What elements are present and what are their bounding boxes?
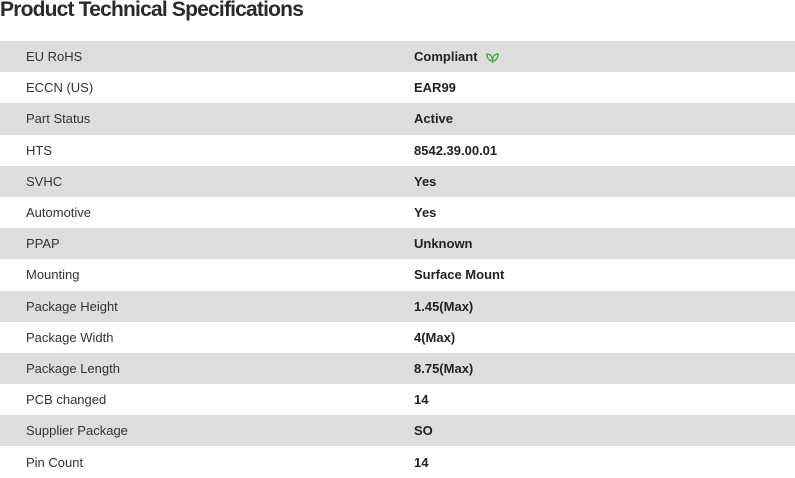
spec-label: Automotive xyxy=(26,205,92,221)
spec-value-text: 14 xyxy=(414,392,429,408)
spec-row: Supplier Package SO xyxy=(0,415,795,447)
spec-value-text: 1.45(Max) xyxy=(414,298,474,314)
spec-value-text: Active xyxy=(414,111,454,127)
spec-row: Package Width 4(Max) xyxy=(0,322,795,353)
spec-value-text: Compliant xyxy=(414,49,478,65)
spec-value: 8.75(Max) xyxy=(414,361,473,376)
spec-label: Package Length xyxy=(26,360,120,376)
spec-label: PPAP xyxy=(26,236,60,252)
spec-value-text: 8.75(Max) xyxy=(414,360,474,376)
spec-row: EU RoHS Compliant xyxy=(0,41,795,73)
spec-value-text: Yes xyxy=(414,173,437,189)
spec-value: EAR99 xyxy=(414,80,456,95)
spec-value-text: 4(Max) xyxy=(414,329,456,345)
spec-value-text: 14 xyxy=(414,454,429,470)
spec-row: ECCN (US) EAR99 xyxy=(0,72,795,103)
spec-value: SO xyxy=(414,423,433,438)
spec-value: 8542.39.00.01 xyxy=(414,143,497,158)
spec-row: Package Height 1.45(Max) xyxy=(0,290,795,322)
spec-row: HTS 8542.39.00.01 xyxy=(0,135,795,166)
spec-label: Mounting xyxy=(26,267,80,283)
spec-value: Yes xyxy=(414,205,436,220)
spec-value: Compliant xyxy=(414,49,499,64)
spec-value: Surface Mount xyxy=(414,267,504,282)
rohs-leaf-icon xyxy=(485,51,499,64)
spec-label: Package Height xyxy=(26,298,118,314)
spec-row: Package Length 8.75(Max) xyxy=(0,352,795,385)
spec-row: PCB changed 14 xyxy=(0,384,795,415)
spec-label: PCB changed xyxy=(26,392,107,408)
spec-label: Part Status xyxy=(26,111,91,127)
spec-row: PPAP Unknown xyxy=(0,228,795,260)
spec-label: Pin Count xyxy=(26,454,84,470)
specs-table: EU RoHS Compliant ECCN (US) EAR99 Part Statu… xyxy=(0,41,795,478)
spec-value-text: EAR99 xyxy=(414,80,456,96)
spec-value: 14 xyxy=(414,392,428,407)
spec-row: Automotive Yes xyxy=(0,197,795,228)
spec-row: Part Status Active xyxy=(0,103,795,135)
spec-label: ECCN (US) xyxy=(26,80,94,96)
spec-value: Active xyxy=(414,111,453,126)
spec-value: 4(Max) xyxy=(414,330,455,345)
spec-value-text: Yes xyxy=(414,205,437,221)
spec-value: Unknown xyxy=(414,236,473,251)
spec-value-text: Unknown xyxy=(414,236,473,252)
spec-value-text: SO xyxy=(414,423,433,439)
spec-label: Package Width xyxy=(26,329,114,345)
spec-label: EU RoHS xyxy=(26,49,83,65)
spec-label: HTS xyxy=(26,142,52,158)
page-title: Product Technical Specifications xyxy=(0,0,304,21)
spec-label: Supplier Package xyxy=(26,423,128,439)
spec-value-text: 8542.39.00.01 xyxy=(414,142,498,158)
spec-value-text: Surface Mount xyxy=(414,267,505,283)
spec-row: SVHC Yes xyxy=(0,165,795,197)
spec-row: Mounting Surface Mount xyxy=(0,259,795,290)
spec-label: SVHC xyxy=(26,173,63,189)
spec-value: Yes xyxy=(414,174,436,189)
spec-value: 14 xyxy=(414,455,428,470)
spec-row: Pin Count 14 xyxy=(0,446,795,477)
spec-value: 1.45(Max) xyxy=(414,299,473,314)
